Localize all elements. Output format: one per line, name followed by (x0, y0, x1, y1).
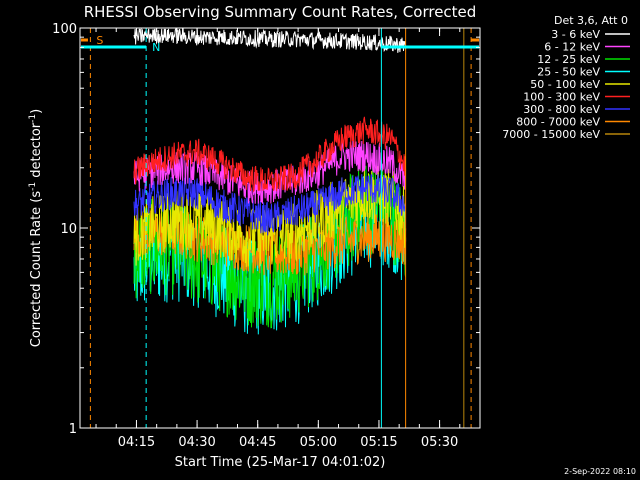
y-axis-label-sup2: -1 (28, 114, 38, 123)
series-line-5 (133, 116, 407, 193)
s-marker-label: S (96, 34, 103, 47)
y-tick-label: 1 (69, 422, 77, 437)
legend-entry-label: 3 - 6 keV (551, 28, 600, 41)
overlay-layer: SN (81, 28, 479, 428)
legend-entry-label: 6 - 12 keV (544, 41, 600, 54)
legend-entry-label: 25 - 50 keV (537, 66, 600, 79)
series-line-6 (133, 173, 407, 236)
y-tick-label: 10 (60, 222, 77, 237)
y-tick-label: 100 (52, 22, 77, 37)
legend-entry-label: 12 - 25 keV (537, 53, 600, 66)
x-tick-label: 05:15 (360, 435, 397, 450)
series-line-4 (133, 166, 407, 268)
y-axis-label-part1: Corrected Count Rate (s (29, 191, 44, 348)
legend-entry-label: 100 - 300 keV (523, 91, 600, 104)
y-axis-label-sup1: -1 (28, 182, 38, 191)
legend-entry-label: 7000 - 15000 keV (502, 128, 600, 141)
legend-entry-label: 800 - 7000 keV (516, 116, 600, 129)
y-axis-label-part2: detector (29, 122, 44, 182)
series-line-2 (133, 165, 407, 329)
series-line-1 (133, 140, 406, 204)
series-line-7 (133, 208, 407, 276)
x-tick-label: 05:30 (421, 435, 458, 450)
legend-entry-label: 300 - 800 keV (523, 103, 600, 116)
legend-entry-label: 50 - 100 keV (530, 78, 600, 91)
legend-title: Det 3,6, Att 0 (554, 14, 628, 27)
x-tick-label: 04:30 (178, 435, 215, 450)
y-axis-label: Corrected Count Rate (s-1 detector-1) (28, 109, 44, 347)
series-line-0 (133, 27, 407, 53)
chart-title: RHESSI Observing Summary Count Rates, Co… (84, 3, 477, 21)
n-marker-label: N (152, 41, 160, 54)
series-layer (133, 27, 407, 335)
y-axis-label-part3: ) (29, 109, 44, 114)
x-tick-label: 05:00 (300, 435, 337, 450)
x-axis: 04:15 04:30 04:45 05:00 05:15 05:30 (95, 28, 481, 450)
x-tick-label: 04:45 (239, 435, 276, 450)
y-axis: 1 10 100 (52, 22, 480, 437)
x-axis-label: Start Time (25-Mar-17 04:01:02) (175, 455, 386, 470)
x-tick-label: 04:15 (118, 435, 155, 450)
footer-timestamp: 2-Sep-2022 08:10 (564, 467, 636, 476)
